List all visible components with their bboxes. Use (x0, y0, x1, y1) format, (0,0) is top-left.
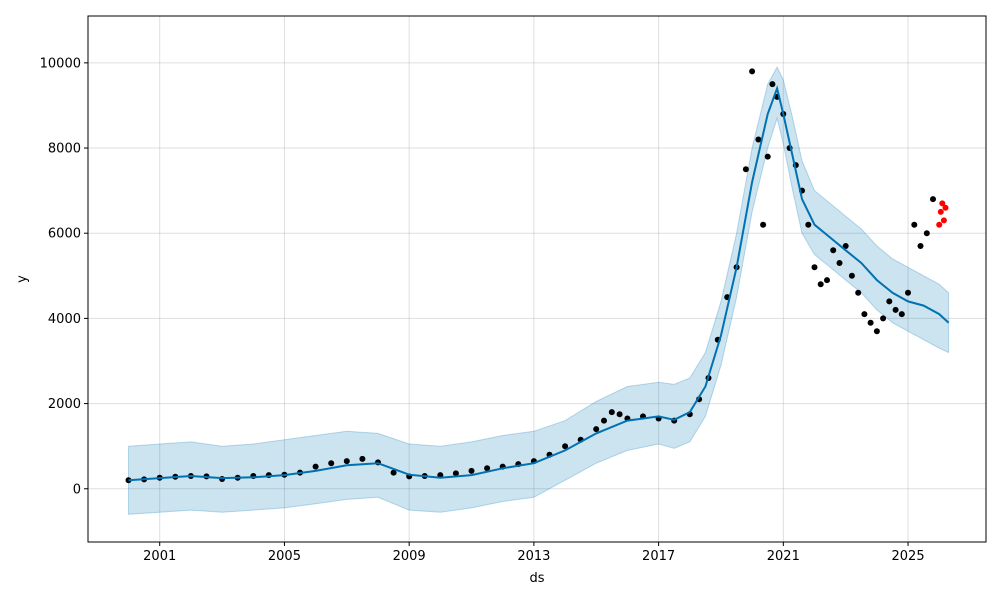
x-axis-label: ds (529, 571, 544, 586)
observed-point (328, 460, 335, 467)
uncertainty-band (128, 66, 950, 515)
observed-point (811, 264, 818, 271)
y-tick-label: 0 (73, 482, 81, 497)
observed-point (917, 243, 924, 249)
observed-point (616, 411, 623, 418)
x-tick-label: 2017 (642, 549, 675, 564)
observed-point (484, 465, 491, 472)
observed-point (886, 298, 893, 305)
observed-point (905, 289, 911, 296)
observed-point (848, 272, 855, 279)
grid-lines (88, 16, 986, 542)
observed-point (601, 417, 607, 424)
y-tick-label: 10000 (40, 56, 81, 71)
recent-point (940, 217, 947, 224)
observed-point (755, 136, 762, 143)
observed-point (824, 277, 830, 284)
observed-point (608, 409, 615, 416)
y-tick-label: 4000 (48, 312, 81, 327)
observed-point (769, 81, 776, 88)
recent-point (936, 221, 943, 228)
observed-point (312, 463, 319, 470)
observed-point (817, 281, 824, 288)
observed-point (898, 311, 905, 318)
observed-point (842, 243, 849, 249)
observed-point (359, 455, 366, 462)
observed-point (930, 196, 936, 203)
observed-points (125, 68, 936, 484)
observed-point (880, 315, 887, 322)
y-tick-label: 2000 (48, 397, 81, 412)
observed-point (873, 328, 880, 335)
observed-point (593, 426, 600, 433)
recent-point (942, 204, 949, 211)
recent-point (939, 200, 946, 207)
observed-point (343, 458, 350, 465)
observed-point (468, 467, 475, 474)
forecast-line (128, 84, 950, 482)
observed-point (390, 469, 397, 476)
observed-point (923, 230, 930, 237)
recent-point (937, 208, 944, 215)
x-tick-label: 2005 (268, 549, 301, 564)
observed-point (830, 247, 837, 254)
observed-point (805, 221, 812, 228)
y-tick-label: 6000 (48, 227, 81, 242)
observed-point (861, 311, 868, 318)
y-axis-ticks: 0 2000 4000 6000 8000 10000 (40, 56, 88, 497)
x-axis-ticks: 2001 2005 2009 2013 2017 2021 2025 (143, 542, 925, 564)
recent-points (936, 200, 949, 228)
y-axis-label: y (15, 275, 30, 283)
x-tick-label: 2013 (517, 549, 550, 564)
x-tick-label: 2025 (892, 549, 925, 564)
x-tick-label: 2021 (767, 549, 800, 564)
observed-point (749, 68, 756, 75)
x-tick-label: 2001 (143, 549, 176, 564)
observed-point (867, 319, 874, 326)
observed-point (452, 470, 459, 477)
observed-point (764, 153, 771, 160)
observed-point (760, 221, 767, 228)
observed-point (892, 306, 899, 313)
x-tick-label: 2009 (393, 549, 426, 564)
observed-point (855, 289, 862, 296)
observed-point (836, 260, 843, 266)
plot-frame (87, 15, 987, 543)
y-tick-label: 8000 (48, 142, 81, 157)
observed-point (911, 221, 918, 228)
observed-point (742, 166, 749, 173)
observed-point (562, 443, 569, 450)
